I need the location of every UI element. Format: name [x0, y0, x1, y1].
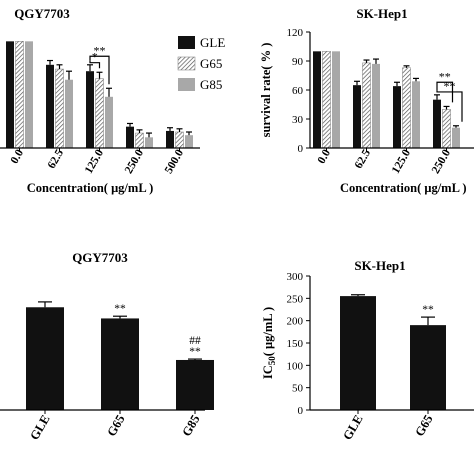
panel-d-y-tick-label-0: 0 [298, 405, 304, 417]
panel-b-bar-g65-2 [402, 67, 411, 149]
panel-b-x-tick-label-0: 0.0 [316, 147, 334, 166]
panel-b-significance-label-1: ** [444, 79, 456, 93]
panel-b: SK-Hep1 0.0 62.5 125.0 250.00306090120**** … [259, 6, 474, 195]
panel-b-x-label: Concentration( μg/mL ) [340, 181, 467, 195]
panel-b-x-tick-label-1: 62.5 [353, 147, 374, 171]
panel-c-significance-label-1-0: ## [189, 335, 201, 347]
panel-c-bar-g65 [101, 318, 139, 410]
panel-a-bar-gle-4 [166, 130, 174, 148]
panel-b-y-label: survival rate( % ) [259, 43, 273, 138]
panel-b-y-tick-label-3: 90 [292, 56, 304, 68]
panel-b-bar-gle-2 [393, 86, 401, 148]
panel-b-bar-g85-0 [332, 51, 340, 149]
panel-c-significance-label-0-0: ** [114, 303, 126, 315]
panel-b-bar-g65-1 [362, 62, 371, 149]
panel-c-bars: GLE G65 G85**##** [26, 301, 214, 443]
panel-a-x-tick-label-0: 0.0 [9, 147, 27, 166]
panel-a-significance-label-0: ** [94, 43, 106, 57]
panel-d-y-label: IC50( μg/mL ) [261, 307, 277, 379]
legend-label-gle: GLE [200, 35, 225, 50]
panel-d-y-tick-label-1: 50 [292, 383, 304, 395]
panel-a-bar-g85-4 [185, 135, 193, 148]
panel-d-y-tick-label-4: 200 [287, 316, 304, 328]
panel-c-x-tick-label-0: GLE [27, 413, 52, 443]
panel-b-x-tick-label-3: 250.0 [430, 147, 453, 176]
legend-swatch-g85 [178, 78, 195, 91]
panel-c-significance-label-1-1: ** [189, 346, 201, 358]
panel-c-title: QGY7703 [72, 250, 128, 265]
panel-a-bar-gle-0 [6, 41, 14, 149]
panel-c-bar-gle [26, 307, 64, 410]
panel-d-y-tick-label-5: 250 [287, 293, 304, 305]
panel-d-bar-g65 [410, 325, 446, 410]
panel-d-y-tick-label-2: 100 [287, 360, 304, 372]
panel-b-bar-gle-0 [313, 51, 321, 149]
panel-a-bar-g85-0 [25, 41, 33, 149]
panel-d-bar-gle [340, 296, 376, 410]
panel-c-x-tick-label-2: G85 [179, 413, 202, 439]
panel-d-x-tick-label-1: G65 [412, 413, 435, 439]
panel-a-x-tick-label-2: 125.0 [83, 147, 106, 176]
panel-c-x-tick-label-1: G65 [104, 413, 127, 439]
panel-b-bar-g65-0 [322, 51, 331, 149]
panel-b-y-tick-label-0: 0 [298, 143, 304, 155]
panel-b-bar-g85-1 [372, 63, 380, 148]
panel-a-bar-gle-1 [46, 64, 54, 148]
panel-a-x-label: Concentration( μg/mL ) [27, 181, 154, 195]
panel-d-y-tick-label-6: 300 [287, 271, 304, 283]
panel-a-bar-g85-2 [105, 96, 113, 148]
panel-a-x-tick-label-4: 500.0 [163, 147, 186, 176]
panel-a-bar-g65-4 [175, 131, 184, 149]
legend-label-g65: G65 [200, 56, 222, 71]
panel-b-significance-bracket-1 [436, 90, 463, 122]
panel-a: QGY7703 0.0 62.5 125.0 250.0 500.0 *** GLE G65… [0, 6, 225, 195]
panel-c: QGY7703 GLE G65 G85**##** [0, 250, 214, 442]
panel-b-bar-g85-3 [452, 127, 460, 148]
panel-d-significance-label-0-0: ** [422, 304, 434, 316]
panel-b-bars: 0.0 62.5 125.0 250.0 0 30 60 90 120 **** [287, 27, 463, 176]
panel-a-bar-g65-2 [95, 78, 104, 149]
panel-a-bar-g85-3 [145, 137, 153, 148]
panel-b-x-tick-label-2: 125.0 [390, 147, 413, 176]
panel-b-bar-gle-1 [353, 85, 361, 148]
panel-c-bar-g85 [176, 359, 214, 410]
panel-a-x-tick-label-3: 250.0 [123, 147, 146, 176]
panel-a-significance-bracket-1 [89, 60, 101, 69]
panel-b-y-tick-label-4: 120 [287, 27, 304, 39]
panel-b-y-tick-label-1: 30 [292, 114, 304, 126]
panel-b-significance-label-0: ** [439, 69, 451, 83]
panel-a-bar-g65-1 [55, 68, 64, 149]
panel-a-title: QGY7703 [14, 6, 70, 21]
legend-swatch-gle [178, 36, 195, 49]
panel-a-bar-gle-2 [86, 71, 94, 148]
panel-a-significance-label-1: * [92, 50, 98, 64]
panel-a-bars: 0.0 62.5 125.0 250.0 500.0 *** [6, 41, 193, 176]
panel-a-bar-g65-3 [135, 132, 144, 149]
panel-a-bar-gle-3 [126, 126, 134, 148]
panel-d-y-tick-label-3: 150 [287, 338, 304, 350]
panel-d-x-tick-label-0: GLE [340, 413, 365, 443]
legend-swatch-g65 [177, 56, 196, 71]
panel-b-bar-g65-3 [442, 109, 451, 149]
panel-a-x-tick-label-1: 62.5 [46, 147, 67, 171]
panel-a-significance-bracket-0 [89, 55, 110, 85]
panel-d-title: SK-Hep1 [354, 258, 405, 273]
panel-a-bar-g65-0 [15, 41, 24, 149]
legend-label-g85: G85 [200, 77, 222, 92]
panel-a-legend: GLE G65 G85 [177, 35, 225, 92]
panel-b-bar-g85-2 [412, 81, 420, 148]
panel-b-y-tick-label-2: 60 [292, 85, 304, 97]
panel-a-bar-g85-1 [65, 79, 73, 148]
panel-b-bar-gle-3 [433, 99, 441, 148]
panel-b-title: SK-Hep1 [356, 6, 407, 21]
